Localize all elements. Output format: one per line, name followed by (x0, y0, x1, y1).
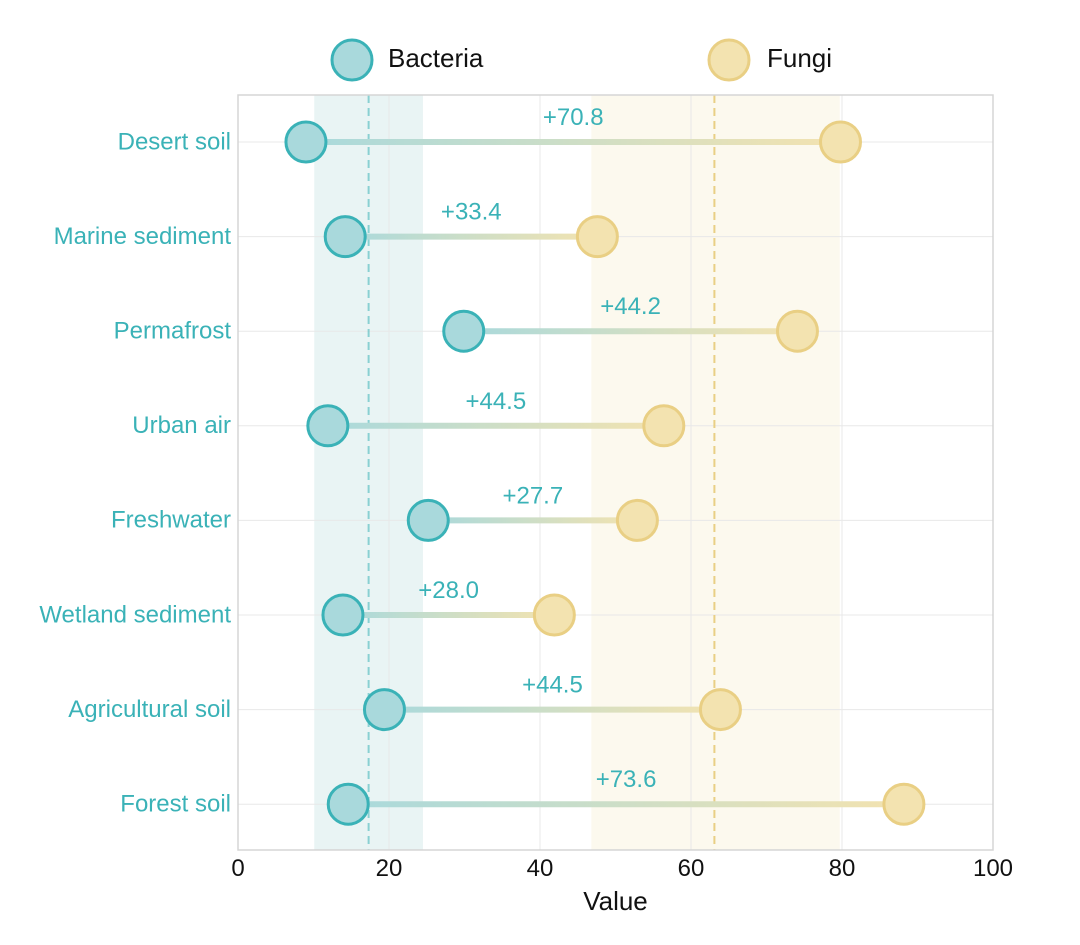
plot-frame (237, 94, 994, 851)
fungi-point (575, 215, 619, 259)
legend-marker-bacteria (330, 38, 374, 82)
dumbbell-stem (342, 612, 555, 618)
fungi-point (532, 593, 576, 637)
x-tick-label: 0 (231, 855, 244, 882)
dumbbell-stem (345, 233, 598, 240)
bacteria-point (362, 688, 406, 732)
bacteria-point (284, 120, 328, 164)
difference-label: +44.2 (600, 293, 661, 320)
category-label: Agricultural soil (68, 696, 231, 723)
fungi-point (615, 498, 659, 542)
difference-label: +33.4 (441, 199, 502, 226)
difference-label: +28.0 (418, 577, 479, 604)
difference-label: +70.8 (543, 104, 604, 131)
x-tick-label: 40 (527, 855, 554, 882)
category-label: Wetland sediment (39, 601, 231, 628)
category-label: Forest soil (120, 791, 231, 818)
difference-label: +27.7 (502, 482, 563, 509)
difference-label: +44.5 (522, 672, 583, 699)
bacteria-point (326, 782, 370, 826)
difference-label: +73.6 (596, 766, 657, 793)
bacteria-point (306, 404, 350, 448)
x-tick-label: 60 (678, 855, 705, 882)
category-label: Marine sediment (54, 223, 232, 250)
legend-label-bacteria: Bacteria (388, 43, 484, 73)
bacteria-point (323, 215, 367, 259)
category-label: Permafrost (114, 318, 232, 345)
fungi-point (642, 404, 686, 448)
fungi-point (698, 688, 742, 732)
fungi-range-band (591, 95, 840, 850)
fungi-point (818, 120, 862, 164)
bacteria-point (321, 593, 365, 637)
category-label: Urban air (132, 412, 231, 439)
dumbbell-stem (348, 801, 904, 808)
x-tick-label: 20 (376, 855, 403, 882)
legend-label-fungi: Fungi (767, 43, 832, 73)
x-tick-label: 100 (973, 855, 1013, 882)
category-label: Desert soil (118, 128, 231, 155)
dumbbell-stem (463, 328, 798, 335)
bacteria-point (406, 498, 450, 542)
dumbbell-stem (428, 517, 638, 524)
dumbbell-stem (305, 139, 841, 145)
fungi-point (882, 782, 926, 826)
dumbbell-stem (384, 706, 721, 713)
category-label: Freshwater (111, 507, 231, 534)
dumbbell-stem (327, 422, 664, 429)
x-tick-label: 80 (829, 855, 856, 882)
bacteria-point (442, 309, 486, 353)
x-axis-title: Value (583, 886, 648, 916)
difference-label: +44.5 (465, 388, 526, 415)
legend-marker-fungi (707, 38, 751, 82)
fungi-point (775, 309, 819, 353)
